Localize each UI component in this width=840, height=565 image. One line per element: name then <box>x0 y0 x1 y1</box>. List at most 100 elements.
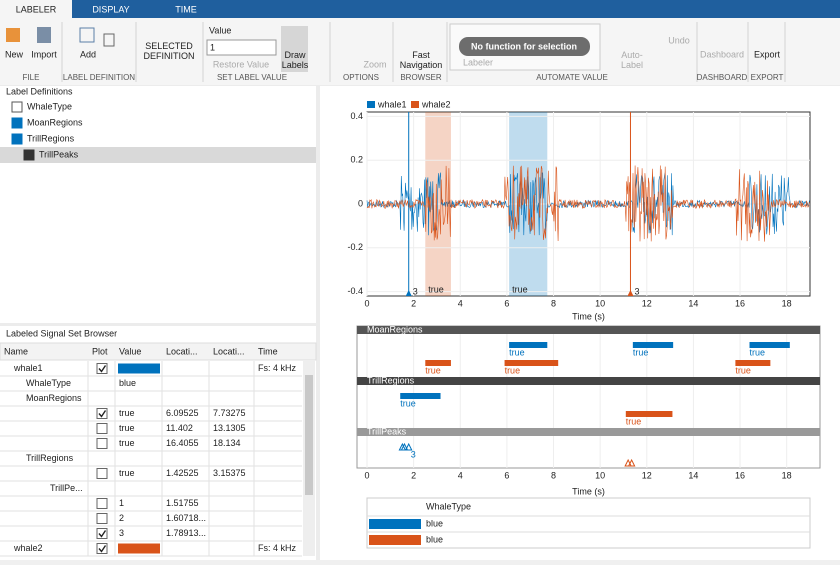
section-label: OPTIONS <box>343 73 379 82</box>
checkmark <box>98 410 107 418</box>
definition-item[interactable]: TrillRegions <box>27 133 75 143</box>
section-label: SET LABEL VALUE <box>217 73 287 82</box>
track-header <box>357 428 820 436</box>
column-header[interactable]: Locati... <box>166 346 198 356</box>
whaletype-table <box>366 497 811 549</box>
x-tick-label: 12 <box>642 298 652 308</box>
selected-definition[interactable]: SELECTED DEFINITION <box>143 41 195 61</box>
cell-value: 3 <box>119 528 124 538</box>
column-header[interactable]: Time <box>258 346 278 356</box>
color-swatch[interactable] <box>118 363 160 374</box>
cell-location: 13.1305 <box>213 423 246 433</box>
button-label[interactable]: New <box>5 49 24 59</box>
plot-checkbox[interactable] <box>96 513 108 524</box>
track-name: TrillRegions <box>367 375 415 385</box>
cell-location: 1.78913... <box>166 528 206 538</box>
color-swatch[interactable] <box>369 535 421 545</box>
label-bar[interactable] <box>504 360 559 366</box>
new-icon[interactable] <box>6 28 20 42</box>
plot-checkbox[interactable] <box>96 543 108 554</box>
button-label[interactable]: Restore Value <box>213 59 269 69</box>
definition-item[interactable]: WhaleType <box>27 101 72 111</box>
plot-checkbox[interactable] <box>96 423 108 434</box>
column-header[interactable]: Locati... <box>213 346 245 356</box>
label-bar[interactable] <box>632 342 674 348</box>
track-header <box>357 377 820 385</box>
tab[interactable]: DISPLAY <box>92 4 129 14</box>
label-bar[interactable] <box>749 342 790 348</box>
delete-icon[interactable] <box>103 33 115 47</box>
gallery-item[interactable]: Labeler <box>463 57 493 67</box>
label-bar[interactable] <box>425 360 451 366</box>
automation-pill[interactable] <box>459 37 590 56</box>
label-bar[interactable] <box>509 342 548 348</box>
import-icon[interactable] <box>37 27 51 43</box>
definition-item[interactable]: MoanRegions <box>27 117 83 127</box>
plot-checkbox[interactable] <box>96 438 108 449</box>
button-label[interactable]: Add <box>80 49 96 59</box>
color-swatch[interactable] <box>369 519 421 529</box>
peak-point[interactable] <box>400 442 409 451</box>
definition-item[interactable]: TrillPeaks <box>39 149 79 159</box>
y-tick-label: 0.4 <box>350 111 363 121</box>
value-input[interactable] <box>206 39 277 56</box>
button-label[interactable]: Export <box>754 49 781 59</box>
button-label[interactable]: Auto-Label <box>620 50 644 70</box>
track-header <box>357 326 820 334</box>
x-tick-label: 10 <box>595 470 605 480</box>
tab[interactable]: LABELER <box>16 4 57 14</box>
row-name: WhaleType <box>26 378 71 388</box>
column-header[interactable]: Name <box>4 346 28 356</box>
bar-label: true <box>750 347 766 357</box>
draw-labels-button[interactable] <box>281 26 308 72</box>
button-label[interactable]: Zoom <box>363 59 386 69</box>
label-bar[interactable] <box>625 411 673 417</box>
button-label[interactable]: Fast Navigation <box>399 50 443 70</box>
y-tick-label: -0.2 <box>347 242 363 252</box>
toolstrip <box>0 18 840 85</box>
label-bar[interactable] <box>400 393 441 399</box>
button-label[interactable]: Dashboard <box>700 49 744 59</box>
plot-checkbox[interactable] <box>96 468 108 479</box>
row-name: TrillRegions <box>26 453 74 463</box>
fo: Auto-Label <box>620 50 644 70</box>
tab[interactable]: TIME <box>175 4 197 14</box>
plot-checkbox[interactable] <box>96 408 108 419</box>
cell-location: 1.51755 <box>166 498 199 508</box>
color-swatch[interactable] <box>118 543 160 554</box>
x-tick-label: 4 <box>458 298 463 308</box>
button-label[interactable]: Draw Labels <box>281 50 309 70</box>
scroll-thumb[interactable] <box>305 375 313 495</box>
cell-value: 1 <box>119 498 124 508</box>
region-label: true <box>512 284 528 294</box>
button-label[interactable]: Import <box>31 49 57 59</box>
active-tab[interactable] <box>0 0 72 18</box>
input-text[interactable]: 1 <box>210 42 215 52</box>
label-bar[interactable] <box>735 360 771 366</box>
bar-label: true <box>509 347 525 357</box>
peak-point[interactable] <box>627 458 636 467</box>
peak-point[interactable] <box>404 442 413 451</box>
x-tick-label: 0 <box>364 470 369 480</box>
plot-checkbox[interactable] <box>96 528 108 539</box>
panel-title: Labeled Signal Set Browser <box>6 328 117 338</box>
legend-label[interactable]: whale1 <box>377 99 407 109</box>
field-label: Value <box>209 25 231 35</box>
cell-location: 11.402 <box>166 423 193 433</box>
definition-icon <box>11 133 23 145</box>
cell-value: blue <box>119 378 136 388</box>
section-label: AUTOMATE VALUE <box>536 73 608 82</box>
plot-checkbox[interactable] <box>96 363 108 374</box>
selected-row[interactable] <box>0 147 316 163</box>
plot-checkbox[interactable] <box>96 498 108 509</box>
definition-icon <box>11 117 23 129</box>
column-header[interactable]: Plot <box>92 346 108 356</box>
legend-label[interactable]: whale2 <box>421 99 451 109</box>
cell-value: true <box>119 423 135 433</box>
add-icon[interactable] <box>79 27 95 43</box>
button-label[interactable]: Undo <box>668 35 690 45</box>
automation-text[interactable]: No function for selection <box>471 41 577 51</box>
column-header[interactable]: Value <box>119 346 141 356</box>
checkmark <box>98 530 107 538</box>
cell-value: true <box>119 408 135 418</box>
